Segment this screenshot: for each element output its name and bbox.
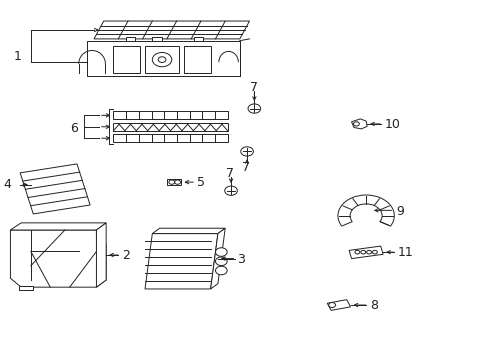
- Text: 8: 8: [369, 299, 377, 312]
- Polygon shape: [20, 164, 90, 214]
- Bar: [193, 37, 203, 41]
- Text: 7: 7: [226, 167, 234, 180]
- Circle shape: [372, 250, 377, 254]
- Text: 7: 7: [249, 81, 257, 94]
- Circle shape: [152, 53, 171, 67]
- Polygon shape: [348, 246, 383, 258]
- Circle shape: [247, 104, 260, 113]
- Bar: [125, 37, 135, 41]
- Polygon shape: [94, 21, 249, 39]
- Bar: [145, 46, 179, 73]
- Circle shape: [215, 266, 227, 275]
- Circle shape: [158, 57, 165, 63]
- Text: 3: 3: [237, 253, 245, 266]
- Text: 4: 4: [3, 178, 11, 191]
- Circle shape: [224, 186, 237, 195]
- Wedge shape: [337, 195, 393, 226]
- Text: 11: 11: [397, 246, 413, 259]
- Text: 7: 7: [242, 161, 250, 174]
- Circle shape: [360, 250, 365, 254]
- Polygon shape: [10, 223, 106, 230]
- Circle shape: [354, 250, 359, 254]
- Circle shape: [215, 257, 227, 266]
- Polygon shape: [10, 230, 106, 287]
- Bar: [113, 111, 227, 119]
- Polygon shape: [351, 119, 366, 129]
- Bar: [183, 46, 210, 73]
- Circle shape: [328, 302, 335, 307]
- Circle shape: [174, 180, 180, 184]
- Text: 2: 2: [122, 249, 130, 262]
- Circle shape: [215, 248, 227, 256]
- Circle shape: [353, 122, 359, 126]
- Bar: [166, 179, 181, 185]
- Text: 5: 5: [197, 176, 204, 189]
- Bar: [113, 134, 227, 142]
- Text: 1: 1: [14, 50, 21, 63]
- Bar: [19, 286, 33, 290]
- Circle shape: [168, 180, 174, 184]
- Circle shape: [366, 250, 371, 254]
- Circle shape: [240, 147, 253, 156]
- Text: 6: 6: [70, 122, 78, 135]
- Polygon shape: [326, 300, 350, 310]
- Polygon shape: [210, 228, 225, 289]
- Polygon shape: [96, 223, 106, 287]
- Bar: [113, 46, 140, 73]
- Text: 9: 9: [395, 204, 403, 217]
- Bar: [113, 123, 227, 131]
- Bar: [152, 37, 162, 41]
- Bar: [86, 41, 239, 76]
- Polygon shape: [152, 228, 225, 234]
- Polygon shape: [145, 234, 218, 289]
- Text: 10: 10: [384, 118, 400, 131]
